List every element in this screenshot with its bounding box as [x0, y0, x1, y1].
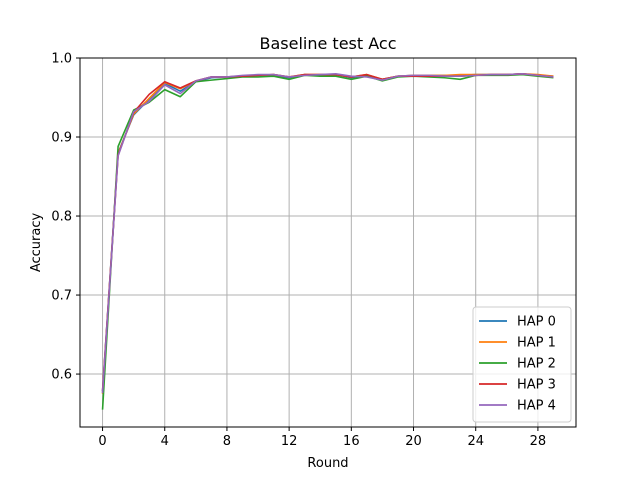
- legend-label-hap-1: HAP 1: [517, 336, 556, 351]
- legend-label-hap-2: HAP 2: [517, 357, 556, 372]
- y-tick-label: 0.9: [51, 131, 72, 146]
- y-tick-label: 0.7: [51, 289, 72, 304]
- x-tick-label: 16: [343, 434, 360, 449]
- legend-label-hap-3: HAP 3: [517, 378, 556, 393]
- y-axis-title: Accuracy: [29, 213, 44, 273]
- x-axis-title: Round: [307, 456, 348, 471]
- x-tick-label: 4: [161, 434, 169, 449]
- x-tick-label: 8: [223, 434, 231, 449]
- tick-layer: 0 4 8 12 16 20 24 28 0.6 0.7 0.8 0.9 1.0: [51, 52, 546, 450]
- x-tick-label: 20: [405, 434, 422, 449]
- legend: HAP 0 HAP 1 HAP 2 HAP 3 HAP 4: [472, 306, 572, 423]
- x-tick-label: 12: [281, 434, 298, 449]
- series-layer: [101, 73, 554, 410]
- x-tick-label: 0: [98, 434, 106, 449]
- legend-label-hap-4: HAP 4: [517, 399, 556, 414]
- y-tick-label: 1.0: [51, 52, 72, 67]
- y-tick-label: 0.6: [51, 368, 72, 383]
- plot-area-frame: [79, 57, 577, 428]
- series-line-hap-4: [101, 73, 554, 394]
- y-tick-label: 0.8: [51, 210, 72, 225]
- x-tick-label: 24: [467, 434, 484, 449]
- x-tick-label: 28: [530, 434, 547, 449]
- legend-box: [472, 306, 572, 423]
- grid-layer: [80, 57, 576, 427]
- chart-title: Baseline test Acc: [260, 34, 397, 53]
- legend-label-hap-0: HAP 0: [517, 315, 556, 330]
